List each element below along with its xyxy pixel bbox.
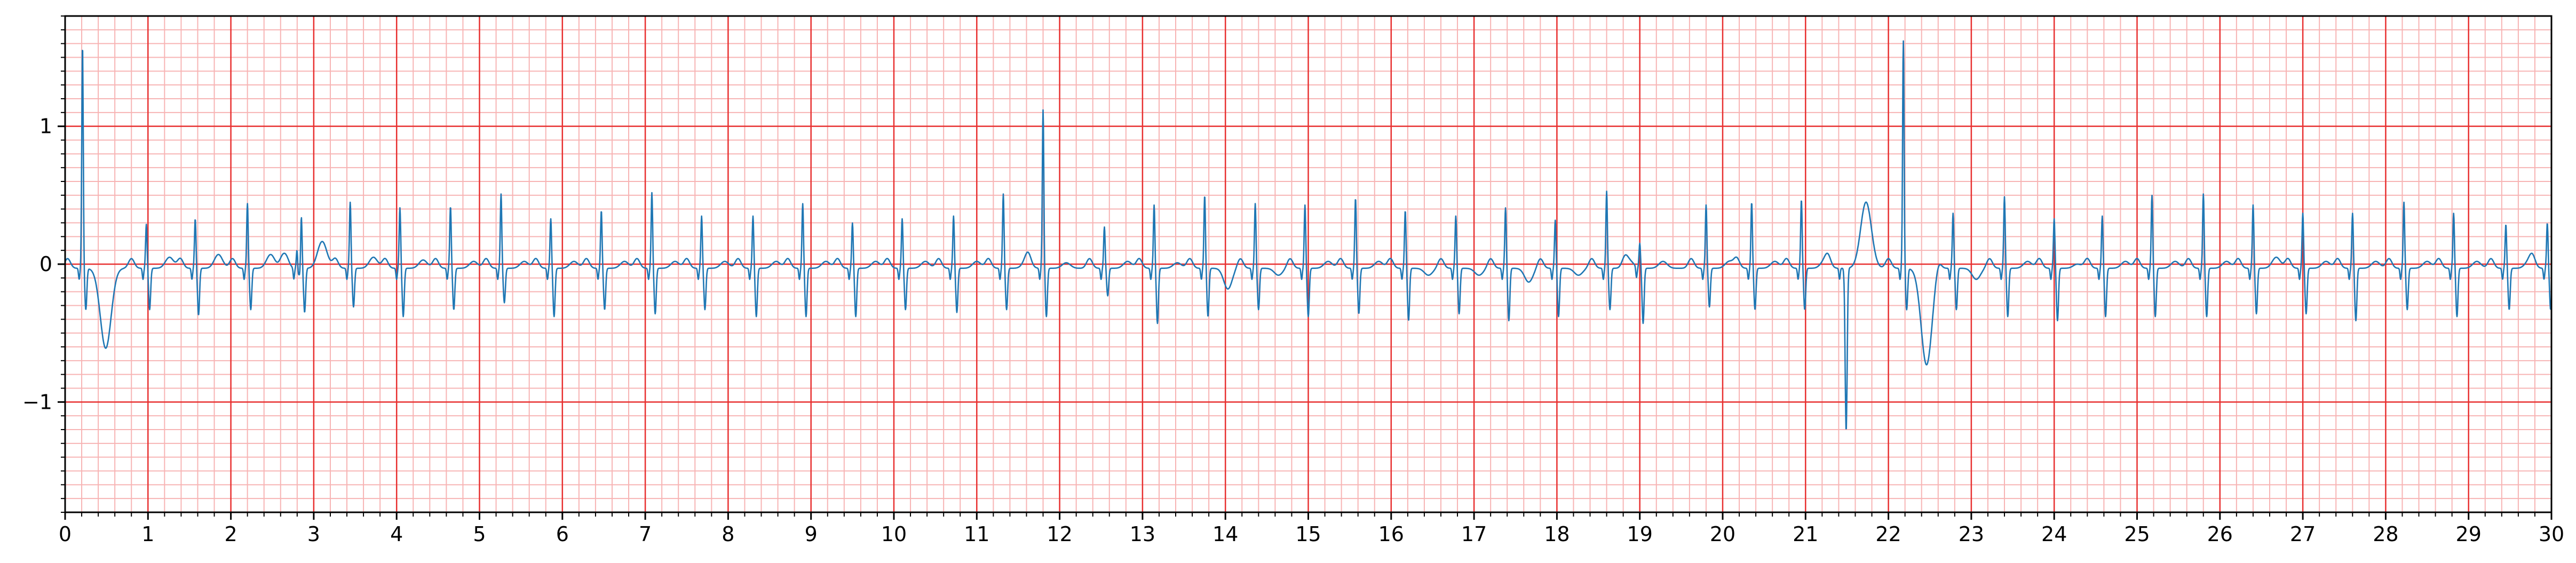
x-tick-label: 20 <box>1710 522 1735 546</box>
x-tick-label: 30 <box>2539 522 2564 546</box>
y-tick-label: −1 <box>22 390 52 414</box>
y-tick-label: 1 <box>39 115 52 138</box>
x-tick-label: 23 <box>1959 522 1984 546</box>
x-tick-label: 7 <box>639 522 652 546</box>
x-tick-label: 8 <box>722 522 734 546</box>
series-layer <box>64 40 2553 430</box>
x-axis-ticks: 0 1 2 3 4 5 6 7 8 9 10 11 12 13 14 15 16 17 18 19 20 21 22 23 24… <box>59 512 2564 546</box>
x-tick-label: 10 <box>881 522 907 546</box>
x-tick-label: 0 <box>59 522 72 546</box>
x-tick-label: 11 <box>964 522 989 546</box>
x-tick-label: 9 <box>805 522 818 546</box>
x-tick-label: 26 <box>2207 522 2233 546</box>
x-tick-label: 12 <box>1047 522 1072 546</box>
x-tick-label: 22 <box>1875 522 1901 546</box>
x-tick-label: 24 <box>2041 522 2067 546</box>
x-tick-label: 27 <box>2290 522 2316 546</box>
x-tick-label: 2 <box>225 522 237 546</box>
ecg-series-line <box>64 40 2553 430</box>
y-tick-label: 0 <box>39 252 52 276</box>
x-tick-label: 1 <box>141 522 154 546</box>
x-tick-label: 18 <box>1544 522 1570 546</box>
major-grid <box>64 16 2553 512</box>
x-tick-label: 19 <box>1627 522 1653 546</box>
x-tick-label: 29 <box>2456 522 2482 546</box>
x-tick-label: 3 <box>307 522 320 546</box>
x-tick-label: 17 <box>1461 522 1487 546</box>
x-tick-label: 4 <box>390 522 403 546</box>
x-tick-label: 16 <box>1378 522 1404 546</box>
x-tick-label: 5 <box>473 522 486 546</box>
x-tick-label: 13 <box>1130 522 1155 546</box>
y-axis-ticks: −1 0 1 <box>22 15 65 513</box>
x-tick-label: 21 <box>1793 522 1818 546</box>
x-tick-label: 14 <box>1212 522 1238 546</box>
x-tick-label: 25 <box>2124 522 2150 546</box>
x-tick-label: 28 <box>2373 522 2398 546</box>
x-tick-label: 6 <box>556 522 569 546</box>
x-tick-label: 15 <box>1295 522 1321 546</box>
